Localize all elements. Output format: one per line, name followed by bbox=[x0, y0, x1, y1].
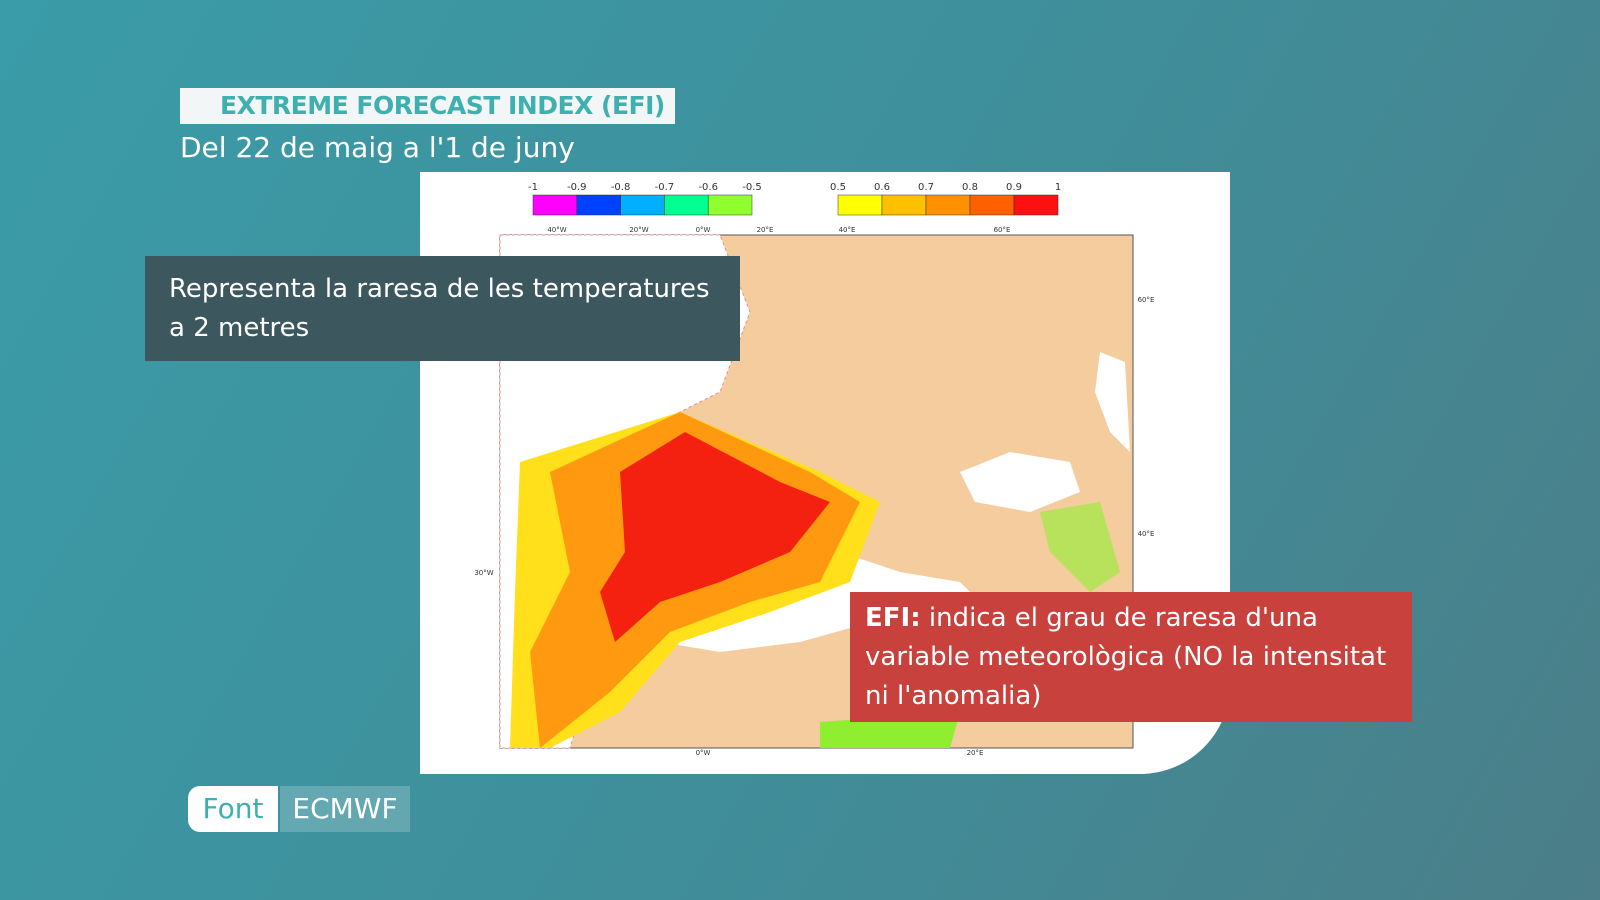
colorbar-swatch bbox=[707, 194, 753, 216]
note-bold: EFI: bbox=[865, 602, 921, 633]
map-label: 40°E bbox=[839, 226, 856, 234]
colorbar-tick: 0.6 bbox=[874, 182, 890, 193]
map-label: 40°W bbox=[547, 226, 566, 234]
colorbar-swatch bbox=[576, 194, 621, 216]
caption: Representa la raresa de les temperatures… bbox=[145, 256, 740, 361]
colorbar-tick: -0.6 bbox=[698, 182, 718, 193]
map-label: 20°E bbox=[757, 226, 774, 234]
map-label: 30°W bbox=[474, 569, 493, 577]
ocean-border bbox=[499, 234, 751, 749]
efi-red bbox=[600, 432, 830, 642]
colorbar-swatch bbox=[664, 194, 709, 216]
colorbar-swatch bbox=[1013, 194, 1059, 216]
subtitle: Del 22 de maig a l'1 de juny bbox=[180, 131, 575, 164]
map-label: 0°W bbox=[696, 226, 711, 234]
colorbar-swatch bbox=[969, 194, 1015, 216]
map-label: 60°E bbox=[1138, 296, 1155, 304]
efi-green bbox=[1040, 502, 1120, 592]
mediterranean bbox=[650, 552, 980, 652]
colorbar-tick: 0.9 bbox=[1006, 182, 1022, 193]
map-label: 0°W bbox=[696, 749, 711, 757]
note: EFI: indica el grau de raresa d'una vari… bbox=[850, 592, 1412, 722]
map-label: 60°E bbox=[994, 226, 1011, 234]
colorbar-tick: -0.9 bbox=[567, 182, 587, 193]
title: EXTREME FORECAST INDEX (EFI) bbox=[180, 88, 675, 124]
map-label: 40°E bbox=[1138, 530, 1155, 538]
map-label: 20°E bbox=[967, 749, 984, 757]
colorbar-swatch bbox=[837, 194, 883, 216]
colorbar-tick: -0.8 bbox=[611, 182, 631, 193]
colorbar-tick: 0.8 bbox=[962, 182, 978, 193]
map-label: 20°W bbox=[629, 226, 648, 234]
colorbar-tick: 0.5 bbox=[830, 182, 846, 193]
source-value: ECMWF bbox=[280, 786, 410, 832]
note-text: indica el grau de raresa d'una variable … bbox=[865, 602, 1387, 711]
source-label: Font bbox=[188, 786, 278, 832]
colorbar-tick: -0.5 bbox=[742, 182, 762, 193]
colorbar-swatch bbox=[620, 194, 665, 216]
colorbar-swatch bbox=[925, 194, 971, 216]
map: -1 -0.9 -0.8 -0.7 -0.6 -0.5 0.5 0.6 0.7 0.8 0.9 1 40… bbox=[474, 182, 1155, 757]
colorbar-tick: 0.7 bbox=[918, 182, 934, 193]
colorbar-tick: -1 bbox=[528, 182, 538, 193]
colorbar-swatch bbox=[881, 194, 927, 216]
colorbar-tick: 1 bbox=[1055, 182, 1061, 193]
black-sea bbox=[960, 452, 1080, 512]
colorbar-tick: -0.7 bbox=[655, 182, 675, 193]
caspian bbox=[1095, 352, 1130, 452]
colorbar-swatch bbox=[532, 194, 578, 216]
